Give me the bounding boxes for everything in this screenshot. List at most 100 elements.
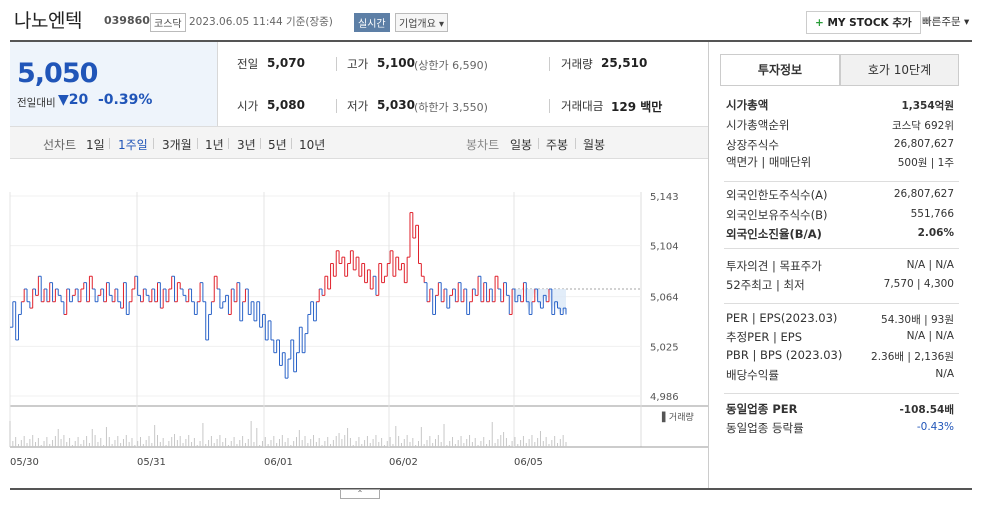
company-overview-dropdown[interactable]: 기업개요 ▾: [395, 13, 449, 32]
divider: [549, 57, 550, 71]
candle-chart-label: 봉차트: [466, 138, 500, 152]
info-label: 외국인한도주식수(A): [726, 188, 828, 202]
price-change-pct: -0.39%: [98, 92, 153, 108]
info-value: 54.30배 | 93원: [881, 314, 954, 326]
info-divider: [724, 303, 959, 304]
quick-order-label: 빠른주문: [922, 16, 961, 28]
info-label: 추정PER | EPS: [726, 330, 803, 344]
info-divider: [724, 248, 959, 249]
volume-value: 25,510: [601, 56, 648, 70]
info-label: PBR | BPS (2023.03): [726, 348, 843, 362]
y-tick-label: 5,104: [650, 242, 679, 253]
x-tick-label: 05/30: [10, 457, 39, 468]
plus-icon: +: [815, 17, 824, 29]
upper-limit: (상한가 6,590): [414, 59, 488, 72]
current-day-area: [514, 282, 566, 315]
divider: [197, 138, 198, 149]
x-tick-label: 05/31: [137, 457, 166, 468]
x-tick-label: 06/01: [264, 457, 293, 468]
info-value: -0.43%: [916, 421, 954, 433]
info-value: 26,807,627: [893, 138, 954, 150]
divider: [228, 138, 229, 149]
quick-order-dropdown[interactable]: 빠른주문 ▾: [922, 14, 969, 29]
info-value: 551,766: [910, 208, 954, 220]
info-label: 외국인보유주식수(B): [726, 208, 828, 222]
info-label[interactable]: 동일업종 등락률: [726, 421, 804, 435]
y-tick-label: 5,064: [650, 293, 679, 304]
info-divider: [724, 181, 959, 182]
divider: [549, 99, 550, 113]
panel-divider: [708, 42, 709, 490]
down-triangle-icon: ▼: [58, 92, 69, 108]
candle-weekly[interactable]: 주봉: [546, 138, 569, 152]
collapse-chevron-icon[interactable]: ⌃: [340, 489, 380, 499]
amount-value: 129 백만: [611, 100, 663, 114]
add-mystock-button[interactable]: + MY STOCK 추가: [806, 11, 921, 34]
divider: [575, 138, 576, 149]
info-label: 52주최고 | 최저: [726, 278, 805, 292]
amount-label: 거래대금: [561, 99, 604, 113]
y-tick-label: 4,986: [650, 392, 679, 403]
low-value: 5,030: [377, 98, 415, 112]
info-label[interactable]: 동일업종 PER: [726, 402, 798, 416]
divider: [336, 57, 337, 71]
lower-limit: (하한가 3,550): [414, 101, 488, 114]
info-label[interactable]: 시가총액순위: [726, 118, 790, 132]
volume-label: ▌거래량: [661, 411, 694, 423]
divider: [109, 138, 110, 149]
tab-orderbook[interactable]: 호가 10단계: [840, 54, 959, 86]
y-tick-label: 5,143: [650, 192, 679, 203]
tab-underline: [720, 85, 959, 86]
y-tick-label: 5,025: [650, 342, 679, 353]
current-price: 5,050: [17, 58, 98, 89]
price-box: [10, 42, 218, 126]
high-label: 고가: [347, 57, 369, 71]
line-chart-label: 선차트: [43, 138, 77, 152]
info-divider: [724, 393, 959, 394]
chevron-down-icon: ▾: [439, 19, 445, 30]
divider: [260, 138, 261, 149]
period-3y[interactable]: 3년: [237, 138, 256, 152]
info-value: N/A | N/A: [906, 330, 954, 342]
period-bar: [10, 126, 708, 159]
divider: [336, 99, 337, 113]
stock-name: 나노엔텍: [14, 10, 82, 32]
chevron-down-icon: ▾: [963, 16, 970, 28]
info-value: N/A: [935, 368, 954, 380]
info-value: 1,354억원: [901, 100, 954, 112]
period-5y[interactable]: 5년: [268, 138, 287, 152]
info-value: -108.54배: [899, 404, 954, 416]
mystock-label: MY STOCK 추가: [827, 17, 912, 29]
candle-monthly[interactable]: 월봉: [583, 138, 606, 152]
period-1w[interactable]: 1주일: [118, 138, 148, 152]
realtime-badge: 실시간: [354, 13, 390, 32]
price-change: ▼20: [58, 92, 88, 108]
period-1d[interactable]: 1일: [86, 138, 105, 152]
divider: [153, 138, 154, 149]
low-label: 저가: [347, 99, 369, 113]
price-chart[interactable]: 5,143 5,104 5,064 5,025 4,986 05/30 05/31 06/01…: [0, 160, 708, 488]
overview-label: 기업개요: [399, 19, 436, 30]
info-label: 투자의견 | 목표주가: [726, 259, 822, 273]
x-tick-label: 06/02: [389, 457, 418, 468]
info-label: 외국인소진율(B/A): [726, 227, 822, 241]
info-label: PER | EPS(2023.03): [726, 311, 838, 325]
period-1y[interactable]: 1년: [205, 138, 224, 152]
period-3m[interactable]: 3개월: [162, 138, 192, 152]
period-10y[interactable]: 10년: [299, 138, 326, 152]
divider: [291, 138, 292, 149]
open-value: 5,080: [267, 98, 305, 112]
info-value: 2.36배 | 2,136원: [871, 351, 954, 363]
info-value: 500원 | 1주: [897, 157, 954, 169]
info-value: 7,570 | 4,300: [883, 278, 954, 290]
info-value: N/A | N/A: [906, 259, 954, 271]
prev-value: 5,070: [267, 56, 305, 70]
vs-prev-label: 전일대비: [17, 97, 56, 109]
info-label: 액면가 | 매매단위: [726, 155, 812, 169]
tab-investment-info[interactable]: 투자정보: [720, 54, 840, 86]
candle-daily[interactable]: 일봉: [510, 138, 533, 152]
info-label: 배당수익률: [726, 368, 779, 382]
stock-code: 039860: [104, 14, 150, 27]
divider: [538, 138, 539, 149]
info-value: 2.06%: [917, 227, 954, 239]
